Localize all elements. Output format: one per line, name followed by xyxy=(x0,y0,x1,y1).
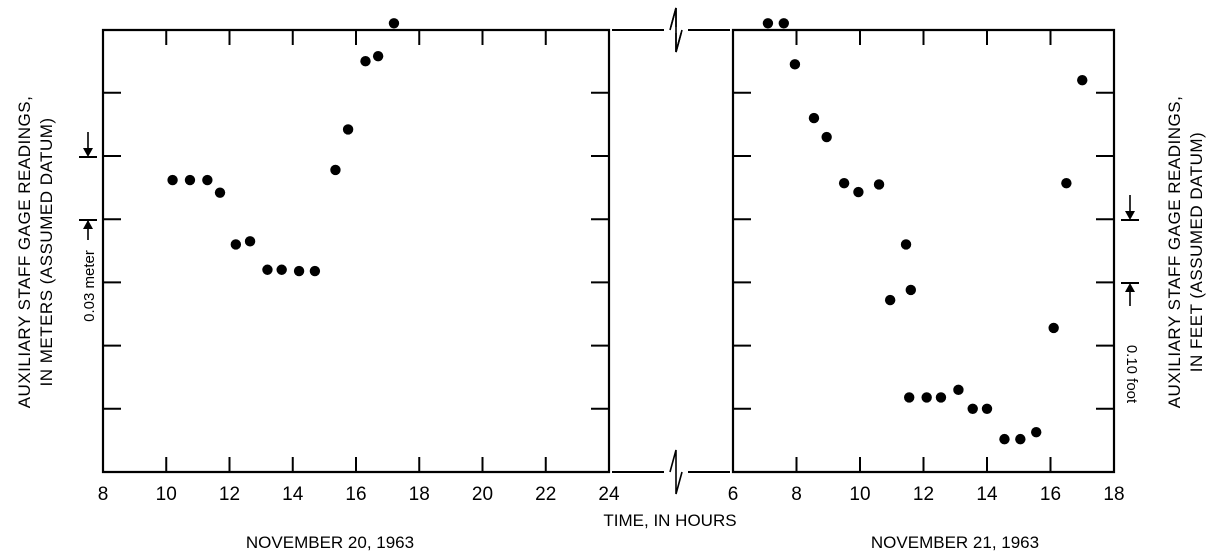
right-scale-arrow-bottom-head xyxy=(1125,283,1135,292)
left-data-point xyxy=(309,265,321,277)
right-data-point xyxy=(905,284,916,296)
right-scale-bar-label: 0.10 foot xyxy=(1123,345,1140,404)
left-data-point xyxy=(184,174,196,186)
right-scale-arrow-top-head xyxy=(1125,211,1135,220)
left-y-axis-title-line2: IN METERS (ASSUMED DATUM) xyxy=(37,117,56,386)
right-panel-frame xyxy=(731,28,1116,474)
right-data-point xyxy=(999,433,1010,445)
left-data-point xyxy=(388,18,400,29)
left-data-point xyxy=(167,174,178,186)
right-y-axis-title-line1: AUXILIARY STAFF GAGE READINGS, xyxy=(1165,96,1184,409)
left-panel: 8 10 12 14 16 18 20 22 24 xyxy=(79,18,620,505)
break-zigzag-bottom xyxy=(669,449,683,495)
left-y-axis-title-line1: AUXILIARY STAFF GAGE READINGS, xyxy=(15,96,34,409)
right-data-point xyxy=(921,392,932,403)
left-data-point xyxy=(244,236,256,247)
left-x-tick-label: 12 xyxy=(219,484,240,505)
right-data-point xyxy=(1015,433,1026,445)
left-x-tick-label: 18 xyxy=(409,484,430,505)
right-data-point xyxy=(967,403,978,414)
left-x-tick-label: 8 xyxy=(98,484,109,505)
right-data-point xyxy=(778,18,789,29)
right-data-point xyxy=(981,403,993,414)
left-x-tick-label: 16 xyxy=(345,484,366,505)
left-date-label: NOVEMBER 20, 1963 xyxy=(246,533,414,552)
right-data-point xyxy=(821,131,832,143)
right-data-point xyxy=(904,392,915,403)
right-data-point xyxy=(762,18,774,29)
left-x-tick-label: 20 xyxy=(472,484,493,505)
left-data-point xyxy=(214,187,226,198)
right-data-point xyxy=(1048,322,1059,334)
right-data-point xyxy=(900,239,912,250)
left-data-point xyxy=(230,239,242,250)
right-y-axis-title-line2: IN FEET (ASSUMED DATUM) xyxy=(1187,132,1206,372)
left-data-point xyxy=(330,164,341,176)
right-data-point xyxy=(808,112,820,124)
right-data-point xyxy=(838,177,850,189)
left-scale-arrow-top-head xyxy=(83,148,93,157)
left-x-tick-label: 14 xyxy=(282,484,304,505)
left-data-point xyxy=(276,264,287,275)
right-x-tick-label: 6 xyxy=(728,484,739,505)
right-data-point xyxy=(789,59,801,70)
left-data-point xyxy=(372,50,384,62)
x-axis-title: TIME, IN HOURS xyxy=(603,511,736,530)
left-scale-arrow-bottom-head xyxy=(83,220,93,229)
axis-break xyxy=(612,7,730,495)
right-x-tick-label: 16 xyxy=(1040,484,1061,505)
break-zigzag-top-stroke xyxy=(669,7,683,53)
left-data-point xyxy=(262,264,273,275)
left-x-tick-label: 22 xyxy=(535,484,556,505)
right-data-point xyxy=(884,294,896,306)
left-x-tick-label: 24 xyxy=(598,484,620,505)
right-date-label: NOVEMBER 21, 1963 xyxy=(871,533,1039,552)
right-data-point xyxy=(853,186,864,198)
right-x-tick-label: 18 xyxy=(1103,484,1124,505)
right-data-point xyxy=(873,179,885,190)
right-data-point xyxy=(935,392,947,403)
right-data-point xyxy=(1061,177,1072,189)
right-data-point xyxy=(1031,426,1042,438)
right-data-point xyxy=(1077,74,1088,86)
left-scale-bar-label: 0.03 meter xyxy=(81,250,98,322)
right-x-tick-label: 10 xyxy=(849,484,870,505)
right-data-point xyxy=(953,384,964,396)
left-data-point xyxy=(342,124,354,135)
left-data-point xyxy=(293,265,305,277)
right-panel: 6 8 10 12 14 16 18 xyxy=(728,18,1139,505)
left-panel-frame xyxy=(101,28,611,474)
right-x-tick-label: 14 xyxy=(976,484,998,505)
right-x-tick-label: 12 xyxy=(913,484,934,505)
left-x-tick-label: 10 xyxy=(156,484,177,505)
left-data-point xyxy=(360,56,371,67)
left-data-point xyxy=(202,174,213,186)
right-x-tick-label: 8 xyxy=(791,484,802,505)
